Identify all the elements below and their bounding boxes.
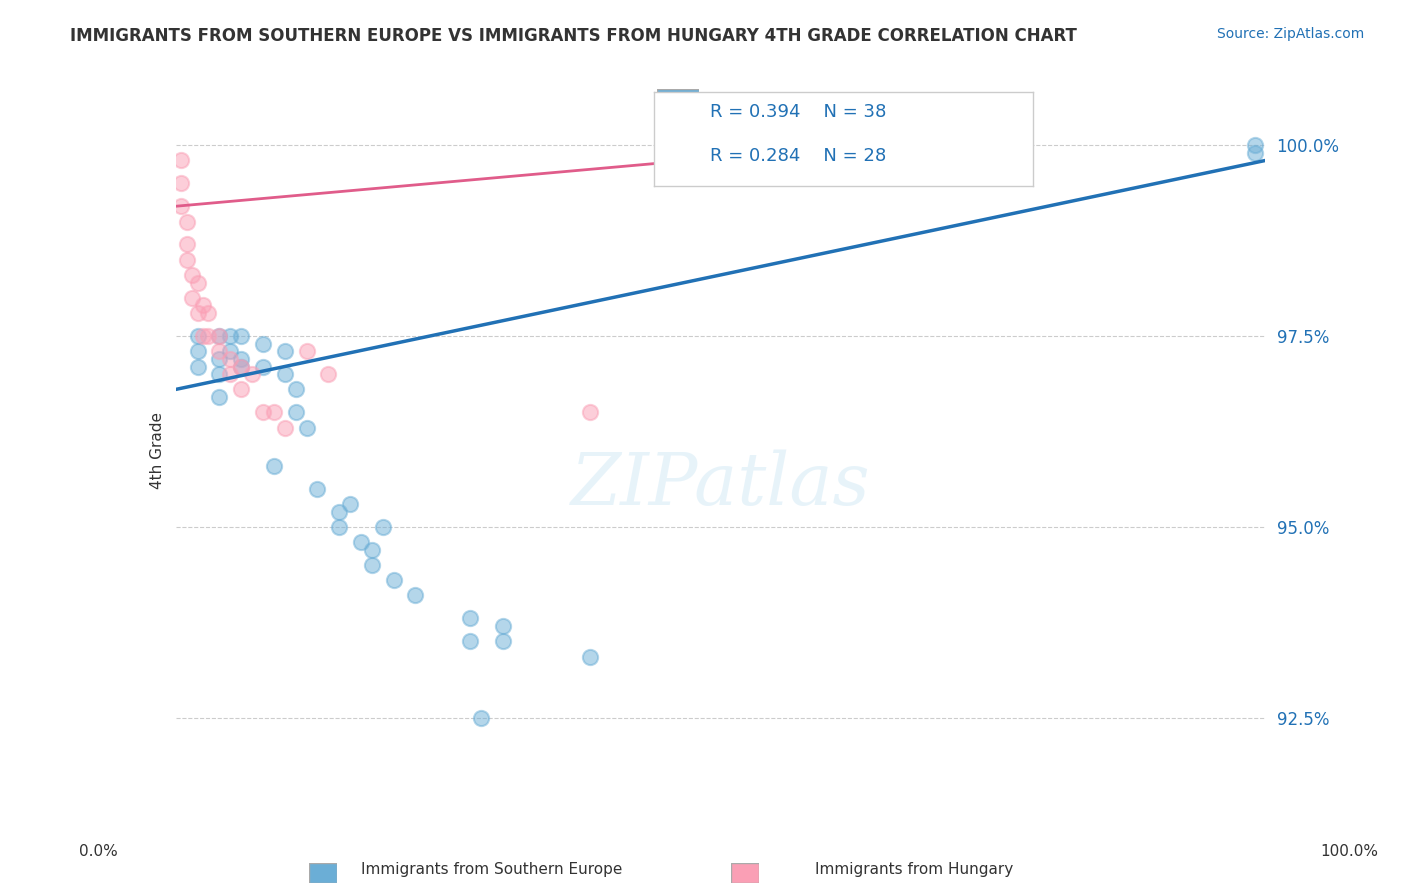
- Point: [458, 611, 481, 625]
- Point: [295, 344, 318, 359]
- Point: [170, 199, 193, 213]
- Point: [219, 329, 242, 343]
- Point: [219, 367, 242, 381]
- Point: [208, 367, 231, 381]
- Point: [360, 558, 382, 572]
- Text: 100.0%: 100.0%: [1320, 845, 1379, 859]
- Point: [263, 405, 285, 419]
- Text: ZIPatlas: ZIPatlas: [571, 450, 870, 520]
- Text: Source: ZipAtlas.com: Source: ZipAtlas.com: [1216, 27, 1364, 41]
- Point: [1243, 138, 1265, 153]
- Point: [492, 634, 515, 648]
- Point: [470, 710, 492, 724]
- Text: Immigrants from Southern Europe: Immigrants from Southern Europe: [361, 863, 623, 877]
- Point: [579, 405, 602, 419]
- Point: [274, 420, 297, 434]
- Point: [274, 344, 297, 359]
- Point: [1243, 145, 1265, 160]
- Point: [191, 298, 214, 312]
- Point: [295, 420, 318, 434]
- Point: [360, 542, 382, 557]
- Point: [263, 458, 285, 473]
- Point: [219, 344, 242, 359]
- Point: [240, 367, 263, 381]
- Point: [186, 329, 209, 343]
- Y-axis label: 4th Grade: 4th Grade: [149, 412, 165, 489]
- Point: [350, 535, 373, 549]
- Point: [197, 329, 219, 343]
- Point: [208, 329, 231, 343]
- Point: [191, 329, 214, 343]
- Point: [186, 276, 209, 290]
- Point: [274, 367, 297, 381]
- Point: [284, 383, 307, 397]
- Point: [208, 344, 231, 359]
- Point: [318, 367, 340, 381]
- Point: [170, 177, 193, 191]
- Point: [328, 504, 350, 518]
- Point: [231, 329, 253, 343]
- Text: R = 0.284    N = 28: R = 0.284 N = 28: [710, 147, 886, 165]
- Point: [252, 336, 274, 351]
- Text: R = 0.394    N = 38: R = 0.394 N = 38: [710, 103, 886, 120]
- Point: [252, 405, 274, 419]
- Point: [284, 405, 307, 419]
- Point: [371, 520, 394, 534]
- Point: [328, 520, 350, 534]
- Point: [170, 153, 193, 168]
- Point: [231, 383, 253, 397]
- Point: [382, 573, 405, 587]
- Point: [231, 351, 253, 366]
- Point: [181, 291, 204, 305]
- Point: [176, 214, 198, 228]
- Point: [208, 390, 231, 404]
- Point: [186, 344, 209, 359]
- Text: 0.0%: 0.0%: [79, 845, 118, 859]
- Point: [181, 268, 204, 282]
- Point: [208, 329, 231, 343]
- Point: [186, 359, 209, 374]
- Point: [186, 306, 209, 320]
- Point: [710, 153, 733, 168]
- Point: [307, 482, 329, 496]
- Point: [208, 351, 231, 366]
- Point: [176, 237, 198, 252]
- Point: [231, 359, 253, 374]
- Text: IMMIGRANTS FROM SOUTHERN EUROPE VS IMMIGRANTS FROM HUNGARY 4TH GRADE CORRELATION: IMMIGRANTS FROM SOUTHERN EUROPE VS IMMIG…: [70, 27, 1077, 45]
- Point: [579, 649, 602, 664]
- Text: Immigrants from Hungary: Immigrants from Hungary: [814, 863, 1014, 877]
- Point: [458, 634, 481, 648]
- Point: [252, 359, 274, 374]
- Point: [405, 589, 427, 603]
- Point: [231, 359, 253, 374]
- Point: [219, 351, 242, 366]
- Point: [197, 306, 219, 320]
- Point: [339, 497, 361, 511]
- Point: [176, 252, 198, 267]
- Point: [492, 619, 515, 633]
